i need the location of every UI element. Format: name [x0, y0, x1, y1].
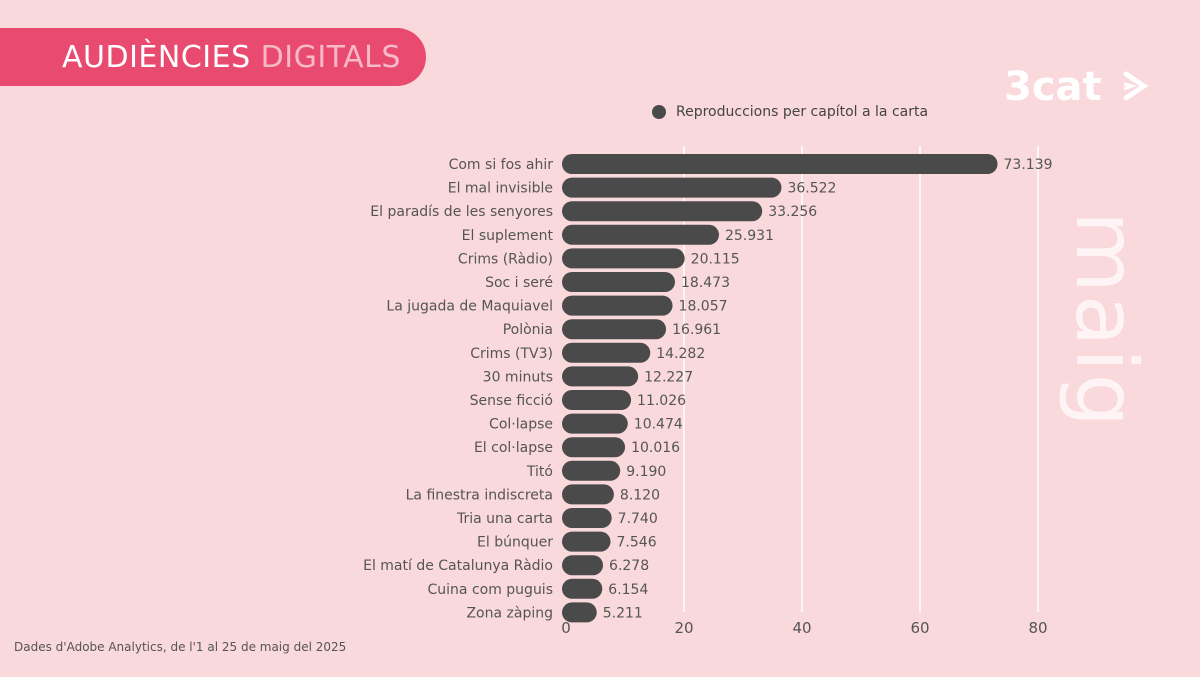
bar [562, 437, 626, 458]
x-tick-label: 40 [792, 619, 811, 637]
category-label: El búnquer [477, 535, 553, 551]
legend-label: Reproduccions per capítol a la carta [676, 104, 929, 120]
value-label: 14.282 [656, 346, 705, 362]
bar [562, 272, 675, 292]
source-note: Dades d'Adobe Analytics, de l'1 al 25 de… [14, 640, 347, 654]
bar [562, 413, 628, 434]
value-label: 9.190 [626, 464, 666, 480]
category-label: El matí de Catalunya Ràdio [363, 558, 553, 574]
value-label: 16.961 [672, 322, 721, 338]
category-label: Zona zàping [466, 605, 553, 621]
category-label: Titó [526, 464, 553, 480]
bar [562, 460, 621, 481]
value-label: 12.227 [644, 369, 693, 385]
category-label: El col·lapse [474, 440, 553, 456]
x-tick-label: 80 [1028, 619, 1047, 637]
logo-text: 3cat [1004, 64, 1102, 108]
category-label: Col·lapse [489, 417, 553, 433]
chart-legend: Reproduccions per capítol a la carta [652, 104, 928, 120]
value-label: 33.256 [768, 204, 817, 220]
value-label: 18.057 [679, 299, 728, 315]
value-label: 25.931 [725, 228, 774, 244]
value-label: 5.211 [603, 605, 643, 621]
bar [562, 484, 614, 505]
category-label: Crims (TV3) [470, 346, 553, 362]
value-label: 73.139 [1004, 157, 1053, 173]
value-label: 18.473 [681, 275, 730, 291]
legend-dot-icon [652, 105, 666, 119]
category-label: Crims (Ràdio) [458, 251, 553, 267]
category-label: Sense ficció [470, 393, 553, 409]
bar [562, 531, 611, 552]
value-label: 8.120 [620, 487, 660, 503]
value-label: 6.278 [609, 558, 649, 574]
bar [562, 508, 612, 528]
bar [562, 154, 998, 174]
bar [562, 224, 719, 245]
category-label: Soc i seré [485, 275, 553, 291]
value-label: 36.522 [787, 181, 836, 197]
value-label: 7.740 [618, 511, 658, 527]
value-label: 10.474 [634, 417, 683, 433]
bar [562, 295, 673, 316]
title-main: AUDIÈNCIES [62, 39, 251, 75]
x-tick-label: 20 [674, 619, 693, 637]
bar [562, 319, 667, 340]
category-label: La jugada de Maquiavel [386, 299, 553, 315]
category-label: El paradís de les senyores [370, 204, 553, 220]
title-sub: DIGITALS [260, 39, 401, 75]
x-tick-label: 60 [910, 619, 929, 637]
category-label: Com si fos ahir [449, 157, 554, 173]
category-label: El mal invisible [448, 181, 553, 197]
category-label: Tria una carta [456, 511, 553, 527]
title-banner: AUDIÈNCIES DIGITALS [0, 28, 426, 86]
3cat-logo-icon: 3cat [1004, 64, 1149, 108]
x-tick-label: 0 [561, 619, 571, 637]
bar [562, 366, 639, 387]
bar [562, 201, 763, 222]
bar [562, 177, 782, 198]
value-label: 6.154 [608, 582, 648, 598]
category-label: Cuina com puguis [428, 582, 554, 598]
bar [562, 342, 651, 363]
value-label: 11.026 [637, 393, 686, 409]
category-label: Polònia [503, 322, 553, 338]
value-label: 7.546 [617, 535, 657, 551]
bar [562, 390, 632, 410]
category-label: 30 minuts [483, 369, 553, 385]
category-label: El suplement [462, 228, 554, 244]
bar [562, 578, 603, 599]
value-label: 10.016 [631, 440, 680, 456]
bar [562, 602, 597, 623]
value-label: 20.115 [691, 251, 740, 267]
bar [562, 555, 604, 576]
bar [562, 248, 685, 269]
category-label: La finestra indiscreta [406, 487, 553, 503]
